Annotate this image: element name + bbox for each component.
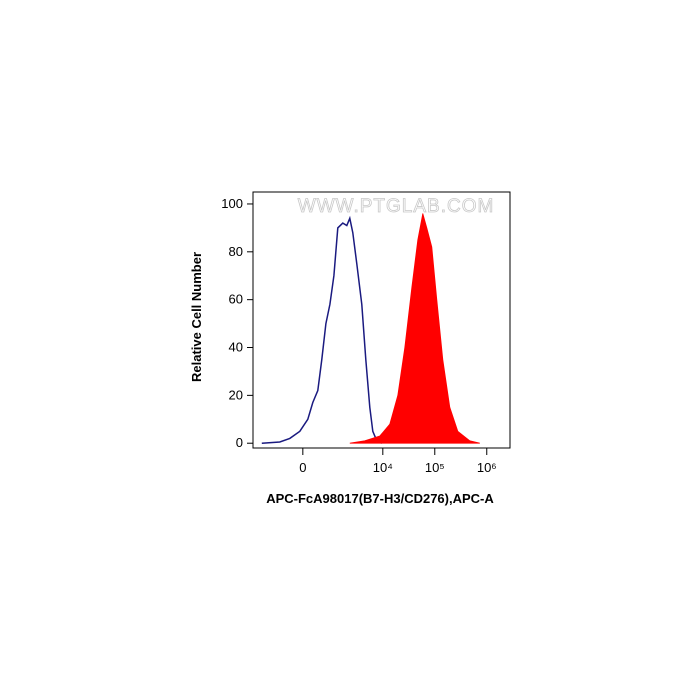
y-tick-label: 80 [229,244,243,259]
y-axis-label: Relative Cell Number [189,252,204,382]
histogram-line [261,215,383,444]
x-tick-label: 10⁶ [477,460,497,475]
y-tick-label: 40 [229,340,243,355]
x-tick-label: 0 [299,460,306,475]
watermark: WWW.PTGLAB.COM [298,196,495,217]
x-tick-label: 10⁵ [425,460,445,475]
y-tick-label: 100 [221,196,243,211]
histogram-area [349,213,480,444]
x-tick-label: 10⁴ [373,460,393,475]
y-tick-label: 0 [236,435,243,450]
y-tick-label: 60 [229,292,243,307]
x-axis-label: APC-FcA98017(B7-H3/CD276),APC-A [266,491,494,506]
plot-frame [252,191,511,449]
y-tick-label: 20 [229,387,243,402]
